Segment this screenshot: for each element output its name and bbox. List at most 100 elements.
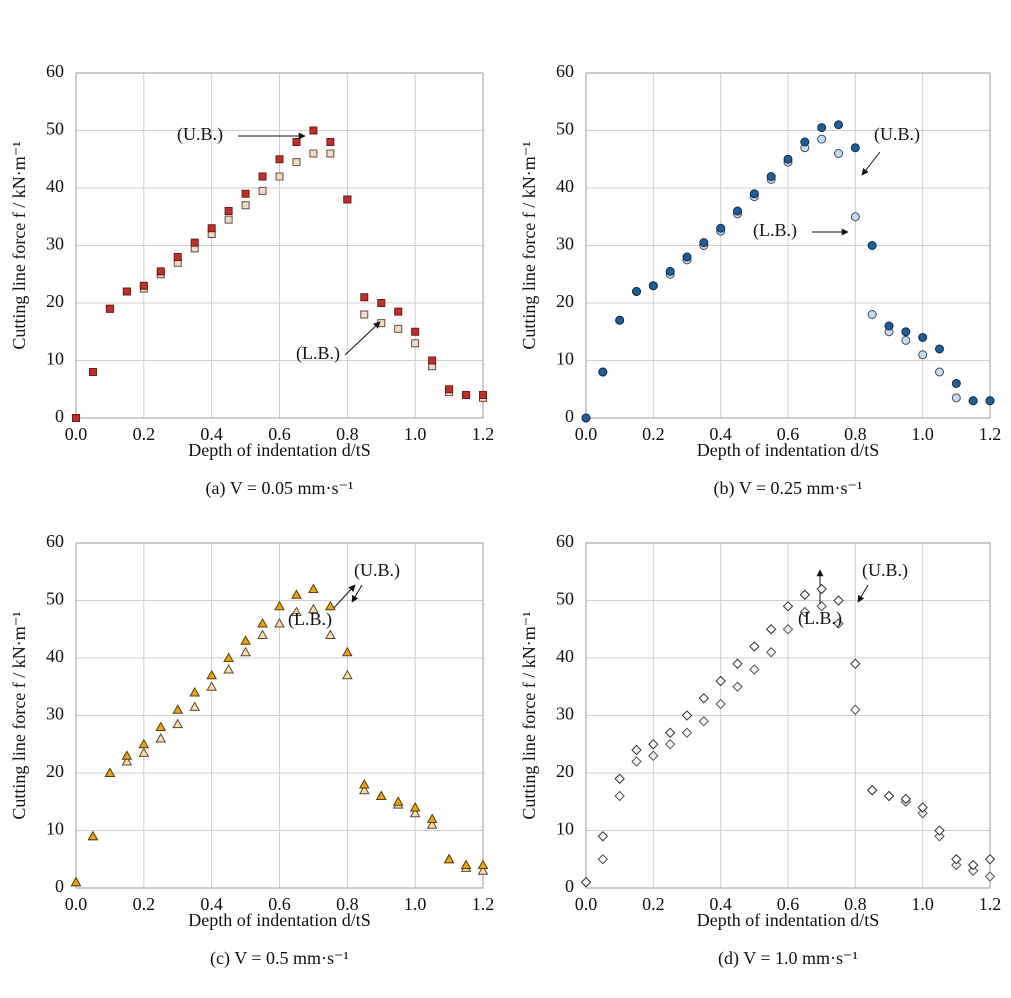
x-tick-label: 0.0 (575, 894, 598, 914)
data-point (409, 807, 421, 818)
caption: (c) V = 0.5 mm·s⁻¹ (210, 948, 349, 969)
data-point (104, 767, 116, 777)
data-point (156, 267, 165, 276)
y-tick-label: 50 (556, 119, 574, 139)
data-point (341, 646, 353, 657)
x-tick-label: 0.6 (777, 894, 800, 914)
data-point (850, 658, 861, 669)
data-point (70, 876, 82, 887)
x-tick-label: 0.0 (65, 424, 88, 444)
y-tick-label: 60 (556, 531, 574, 551)
data-point (934, 831, 945, 842)
y-tick-label: 10 (556, 349, 574, 369)
y-tick-label: 60 (46, 61, 64, 81)
data-point (699, 238, 709, 248)
data-point (850, 212, 860, 222)
data-point (392, 796, 404, 806)
data-point (951, 393, 961, 403)
data-point (749, 641, 760, 652)
y-axis-title: Cutting line force f / kN·m⁻¹ (519, 611, 539, 819)
annotation-arrow (351, 584, 363, 603)
caption: (b) V = 0.25 mm·s⁻¹ (714, 478, 863, 499)
y-tick-label: 60 (556, 61, 574, 81)
data-point (664, 739, 676, 750)
data-point (698, 716, 710, 727)
data-point (309, 149, 318, 158)
data-point (765, 647, 777, 658)
plot-frame (75, 72, 484, 419)
data-point (173, 253, 182, 261)
data-point (934, 825, 945, 836)
data-point (172, 704, 184, 714)
data-point (460, 859, 472, 869)
data-point (967, 859, 979, 871)
data-point (325, 629, 336, 639)
y-tick-label: 10 (46, 819, 64, 839)
data-point (732, 681, 743, 692)
data-point (615, 315, 625, 325)
data-point (257, 629, 268, 639)
x-tick-label: 0.4 (200, 894, 223, 914)
y-tick-label: 0 (565, 406, 574, 426)
data-point (172, 718, 184, 729)
annotation-arrow (857, 584, 869, 603)
data-point (783, 154, 793, 164)
y-tick-label: 30 (556, 704, 574, 724)
data-point (918, 333, 928, 342)
data-point (462, 391, 471, 399)
y-tick-label: 10 (556, 819, 574, 839)
annotation: (U.B.) (354, 560, 400, 581)
data-point (682, 252, 692, 262)
data-point (139, 281, 148, 290)
data-point (597, 831, 609, 842)
y-tick-label: 60 (46, 531, 64, 551)
data-point (72, 414, 80, 422)
data-point (207, 224, 216, 233)
y-tick-label: 50 (46, 589, 64, 609)
annotation: (L.B.) (288, 609, 332, 630)
y-tick-label: 40 (46, 176, 64, 196)
data-point (799, 589, 811, 600)
data-point (698, 693, 710, 704)
data-point (901, 327, 911, 337)
y-tick-label: 20 (556, 291, 574, 311)
data-point (866, 785, 878, 796)
annotation: (U.B.) (874, 124, 920, 145)
data-point (631, 756, 642, 767)
data-point (394, 324, 403, 333)
data-point (358, 778, 370, 789)
data-point (275, 172, 284, 181)
data-point (648, 750, 659, 761)
data-point (935, 367, 944, 377)
data-point (850, 143, 860, 153)
caption: (a) V = 0.05 mm·s⁻¹ (206, 478, 354, 499)
data-point (326, 149, 335, 158)
data-point (833, 618, 844, 629)
x-tick-label: 0.0 (575, 424, 598, 444)
data-point (326, 138, 335, 146)
data-point (341, 669, 353, 680)
data-point (951, 854, 962, 865)
data-point (274, 617, 285, 628)
y-axis-title: Cutting line force f / kN·m⁻¹ (519, 141, 539, 349)
data-point (648, 281, 658, 291)
data-point (223, 652, 234, 662)
data-point (985, 396, 995, 406)
data-point (749, 664, 760, 675)
data-point (477, 865, 489, 875)
x-tick-label: 1.2 (472, 424, 495, 444)
data-point (87, 830, 99, 841)
x-tick-label: 0.4 (709, 894, 732, 914)
annotation: (L.B.) (798, 608, 842, 629)
data-point (715, 698, 726, 710)
data-point (665, 266, 675, 276)
data-point (917, 802, 928, 813)
x-tick-label: 1.2 (472, 894, 495, 914)
x-tick-label: 0.0 (65, 894, 88, 914)
data-point (409, 801, 421, 812)
data-point (257, 617, 268, 628)
data-point (901, 335, 911, 345)
y-tick-label: 30 (46, 234, 64, 254)
data-point (799, 606, 811, 618)
